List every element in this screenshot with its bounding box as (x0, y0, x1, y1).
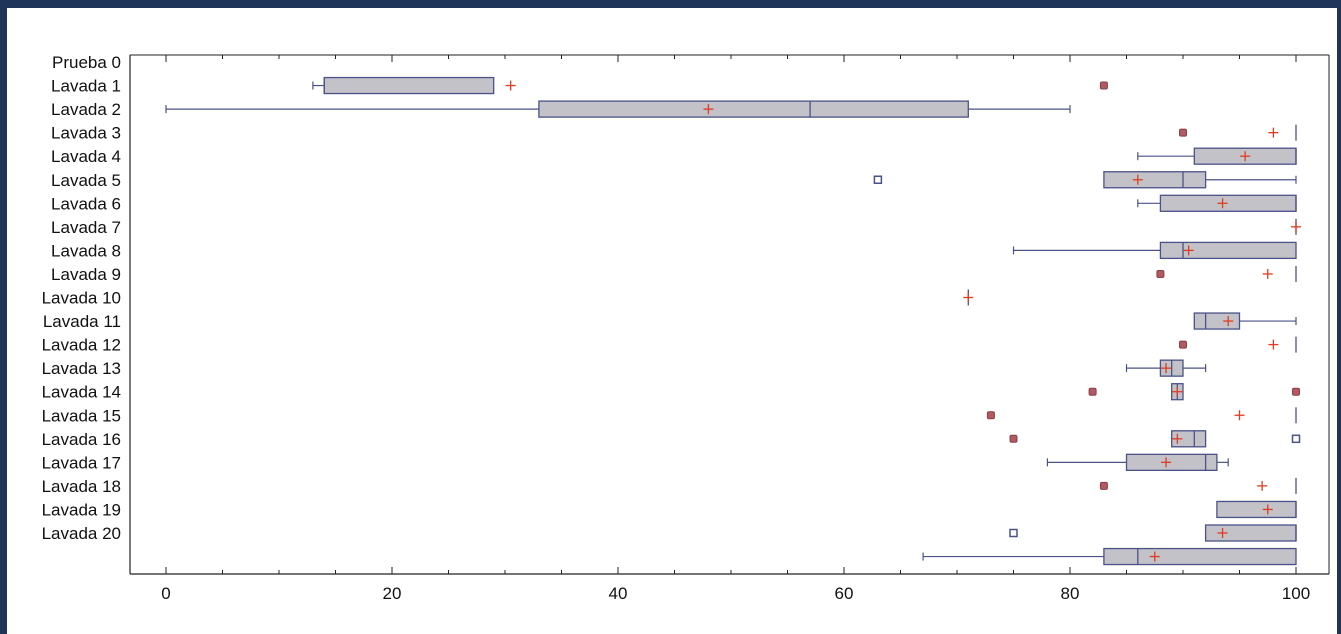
category-label: Lavada 2 (51, 100, 121, 119)
category-label: Lavada 14 (42, 383, 121, 402)
category-label: Lavada 11 (43, 312, 121, 331)
category-label: Lavada 1 (51, 77, 121, 96)
box-group (1216, 500, 1297, 519)
category-label: Lavada 13 (42, 359, 121, 378)
outlier-far (1156, 269, 1165, 278)
box-iqr (1159, 241, 1297, 260)
outlier-mild (1009, 528, 1018, 538)
box-group (1193, 312, 1297, 330)
category-label: Prueba 0 (52, 53, 121, 72)
box-group (986, 407, 1297, 424)
category-label: Lavada 8 (51, 241, 121, 260)
category-label: Lavada 17 (42, 453, 121, 472)
box-group (165, 100, 1071, 118)
category-label: Lavada 5 (51, 171, 121, 190)
box-group (1156, 265, 1297, 282)
box-group (1125, 359, 1207, 377)
box-group (1179, 124, 1297, 141)
box-group (1137, 194, 1297, 212)
category-label: Lavada 7 (51, 218, 121, 237)
box-group (963, 289, 974, 306)
box-group (312, 76, 1108, 95)
category-label: Lavada 12 (42, 336, 121, 355)
box-group (1088, 383, 1300, 401)
box-group (922, 547, 1297, 566)
box-iqr (323, 76, 495, 95)
outlier-far (1088, 387, 1097, 396)
x-tick-label: 60 (835, 584, 854, 603)
x-tick-label: 100 (1282, 584, 1310, 603)
outlier-far (1099, 81, 1108, 90)
box-group (1137, 147, 1297, 165)
outlier-mild (1291, 434, 1301, 444)
x-tick-label: 40 (609, 584, 628, 603)
outlier-far (1099, 481, 1108, 490)
category-label: Lavada 10 (42, 289, 121, 308)
outlier-far (1009, 434, 1018, 443)
category-label: Lavada 15 (42, 406, 121, 425)
box-iqr (538, 100, 969, 118)
box-group (873, 171, 1297, 189)
box-group (1012, 241, 1297, 260)
box-iqr (1125, 453, 1218, 472)
x-tick-label: 20 (383, 584, 402, 603)
outlier-far (1292, 387, 1300, 396)
outlier-far (1179, 340, 1187, 349)
box-group (1179, 336, 1297, 353)
box-iqr (1171, 430, 1207, 448)
x-tick-label: 0 (161, 584, 170, 603)
box-iqr (1159, 194, 1297, 212)
box-group (1009, 430, 1301, 448)
category-label: Lavada 3 (51, 124, 121, 143)
box-group (1046, 453, 1229, 472)
boxplot-chart: 0 20 40 60 80 100 Prueba 0 Lavada 1 Lavada 2 Lava… (42, 53, 1330, 603)
category-label: Lavada 9 (51, 265, 121, 284)
box-iqr (1103, 547, 1297, 566)
category-label: Lavada 6 (51, 194, 121, 213)
category-label: Lavada 16 (42, 430, 121, 449)
category-label: Lavada 18 (42, 477, 121, 496)
box-group (1291, 218, 1301, 235)
outlier-far (1179, 128, 1187, 137)
outlier-mild (873, 175, 883, 184)
outlier-far (986, 411, 995, 420)
chart-panel: 0 20 40 60 80 100 Prueba 0 Lavada 1 Lavada 2 Lava… (7, 8, 1337, 634)
box-group (1099, 477, 1297, 494)
category-label: Lavada 20 (42, 524, 121, 543)
x-tick-label: 80 (1061, 584, 1080, 603)
box-iqr (1103, 171, 1207, 189)
box-iqr (1216, 500, 1297, 519)
box-group (1009, 524, 1297, 542)
category-label: Lavada 19 (42, 500, 121, 519)
category-label: Lavada 4 (51, 147, 121, 166)
